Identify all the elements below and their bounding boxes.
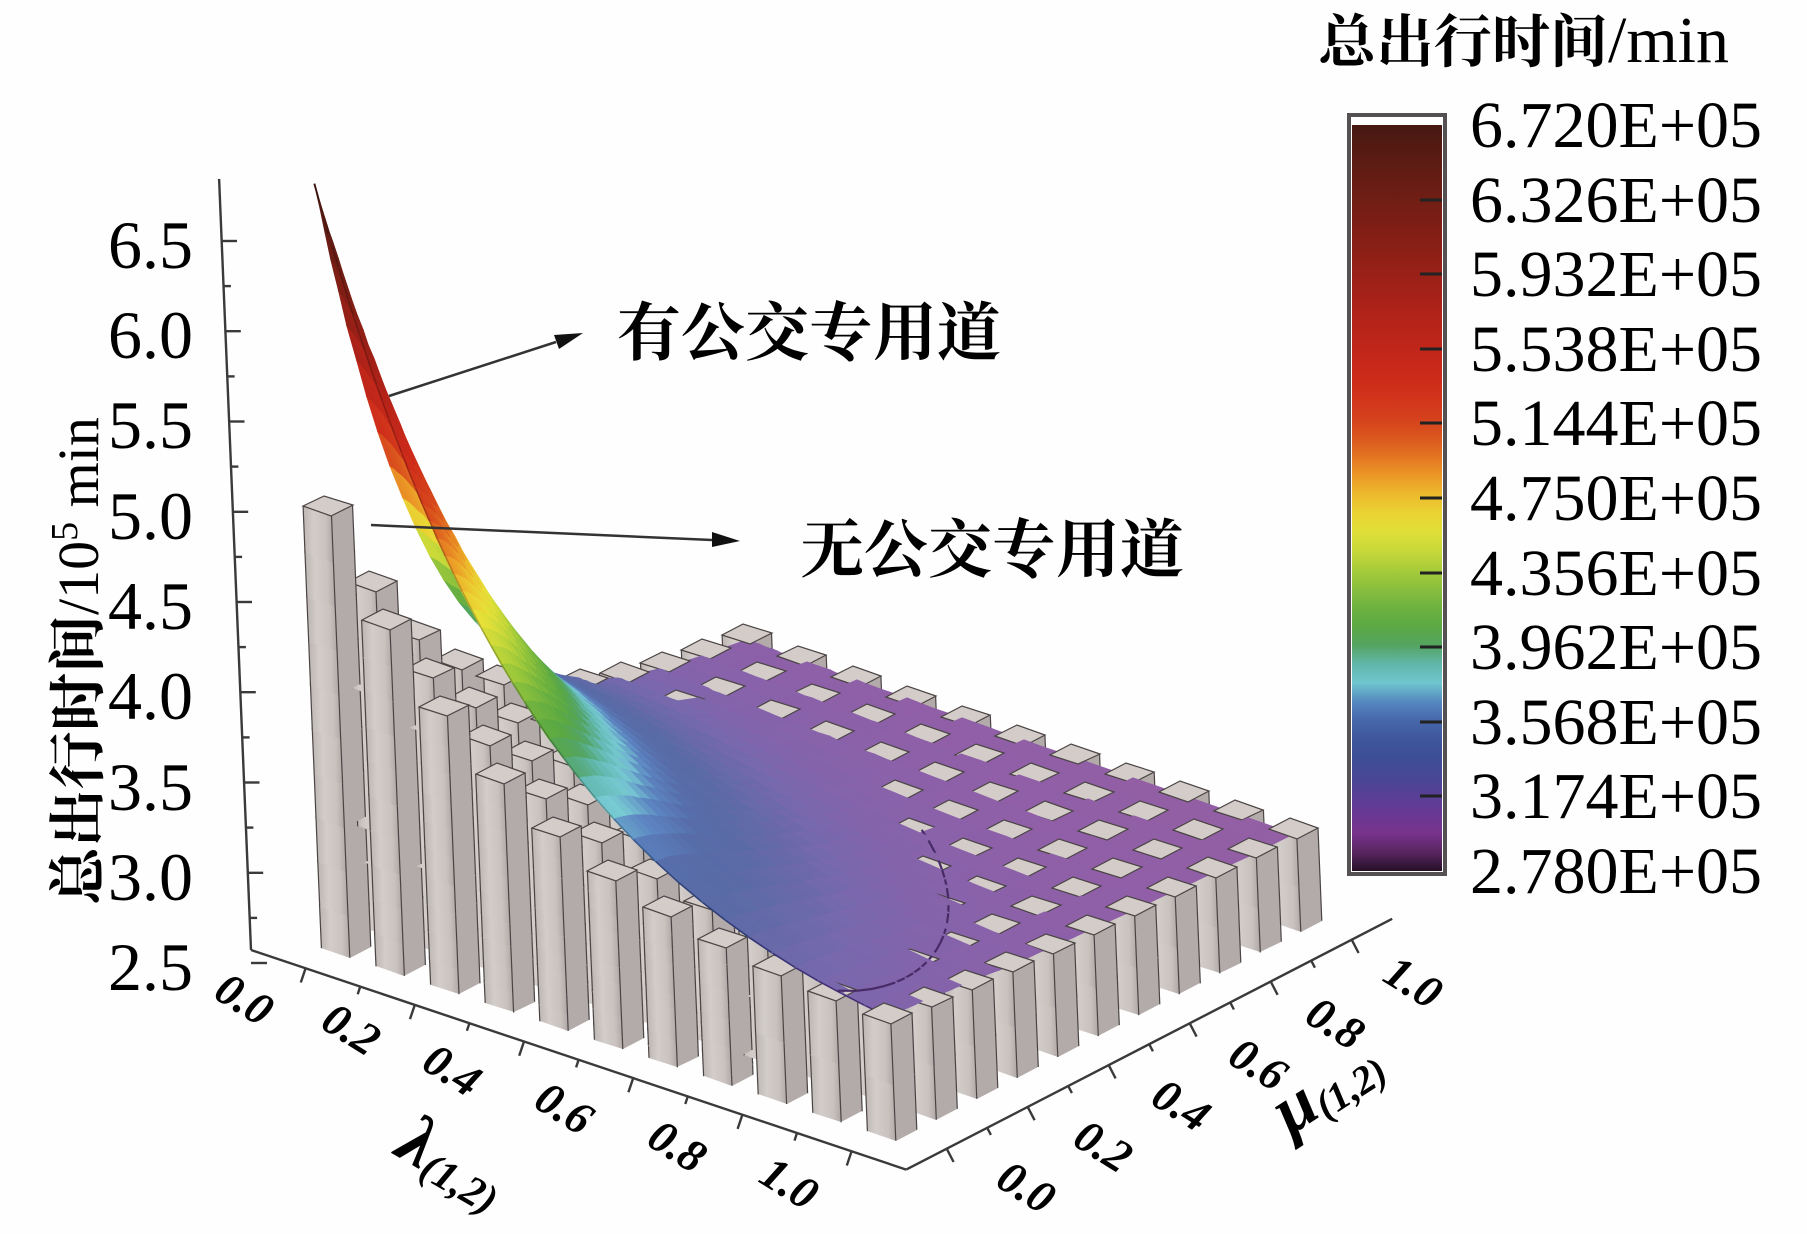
svg-text:3.174E+05: 3.174E+05 — [1470, 760, 1762, 833]
svg-text:4.356E+05: 4.356E+05 — [1470, 537, 1762, 610]
svg-text:4.750E+05: 4.750E+05 — [1470, 462, 1762, 535]
svg-text:5.5: 5.5 — [108, 387, 193, 463]
svg-text:/105 min: /105 min — [44, 417, 111, 615]
svg-text:6.0: 6.0 — [108, 297, 193, 373]
svg-text:4.5: 4.5 — [108, 568, 193, 644]
svg-text:6.326E+05: 6.326E+05 — [1470, 164, 1762, 237]
svg-text:6.5: 6.5 — [108, 207, 193, 283]
svg-text:3.5: 3.5 — [108, 749, 193, 825]
svg-text:2.5: 2.5 — [108, 929, 193, 1005]
svg-text:/min: /min — [1608, 4, 1729, 77]
svg-text:5.932E+05: 5.932E+05 — [1470, 238, 1762, 311]
svg-text:5.144E+05: 5.144E+05 — [1470, 387, 1762, 460]
svg-text:5.538E+05: 5.538E+05 — [1470, 313, 1762, 386]
svg-text:5.0: 5.0 — [108, 478, 193, 554]
svg-text:4.0: 4.0 — [108, 658, 193, 734]
svg-text:3.962E+05: 3.962E+05 — [1470, 611, 1762, 684]
svg-text:2.780E+05: 2.780E+05 — [1470, 835, 1762, 908]
svg-text:6.720E+05: 6.720E+05 — [1470, 89, 1762, 162]
svg-text:3.568E+05: 3.568E+05 — [1470, 686, 1762, 759]
svg-text:3.0: 3.0 — [108, 839, 193, 915]
